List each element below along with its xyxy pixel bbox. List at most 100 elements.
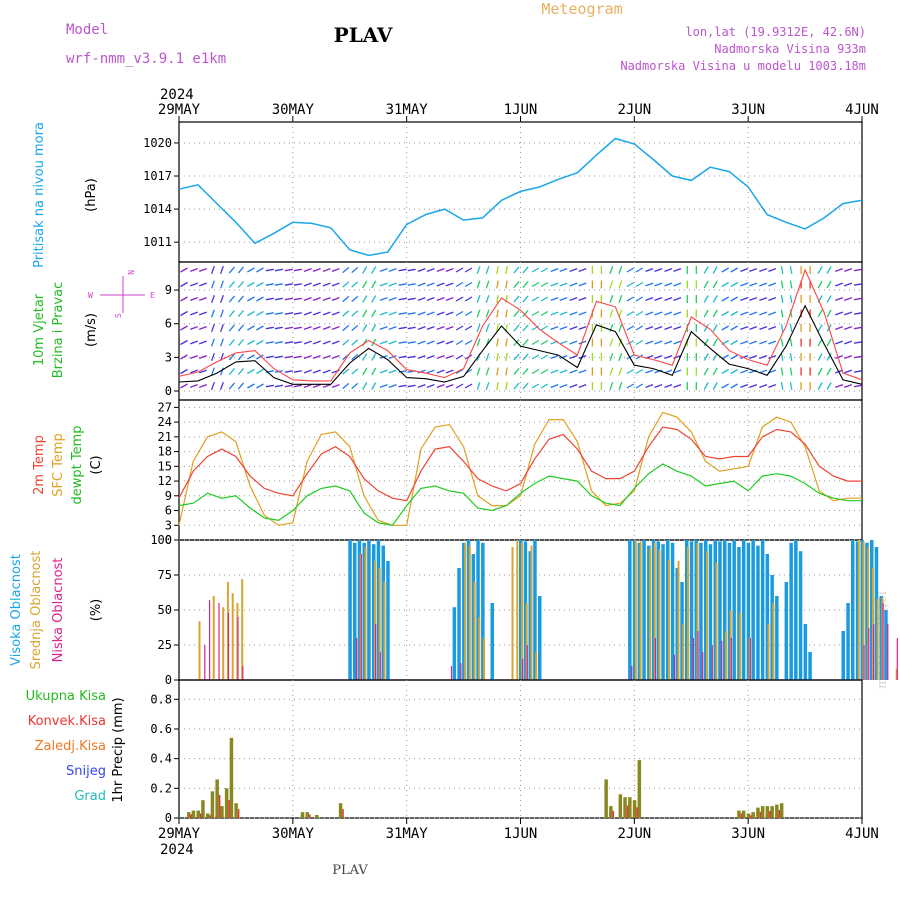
wind-arrow: [180, 325, 188, 331]
wind-arrow: [712, 266, 718, 274]
wind-arrow: [844, 267, 853, 273]
wind-arrow: [342, 339, 350, 346]
low-cloud-bar: [356, 638, 358, 680]
conv-precip-bar: [342, 809, 344, 818]
wind-arrow: [817, 266, 823, 274]
pressure-label: Pritisak na nivou mora: [32, 122, 47, 268]
wind-arrow: [476, 323, 481, 333]
wind-arrow: [219, 323, 224, 333]
footer-station: PLAV: [332, 863, 368, 878]
wind-arrow: [578, 325, 587, 331]
wind-arrow: [351, 266, 359, 274]
wind-arrow: [789, 381, 793, 391]
high-cloud-bar: [803, 624, 808, 680]
wind-arrow: [455, 325, 464, 331]
wind-arrow: [274, 326, 283, 330]
wind-arrow: [351, 295, 359, 303]
wind-arrow: [550, 325, 559, 331]
time-axis-labels: 29MAY 29MAY 30MAY 30MAY 31MAY 31MAY 1JUN 1JUN 2J…: [158, 102, 879, 842]
precip-ytick-label: 0.4: [150, 752, 172, 766]
wind-arrow: [835, 311, 844, 316]
wind-arrow: [379, 267, 388, 273]
wind-arrow: [730, 281, 739, 288]
wind-arrow: [436, 340, 445, 345]
wind-arrow: [826, 338, 832, 347]
wind-arrow: [559, 383, 568, 389]
wind-arrow: [371, 324, 377, 332]
legend-conv-precip: Konvek.Kisa: [28, 714, 106, 729]
wind-arrow: [540, 325, 549, 331]
time-label-top: 29MAY: [158, 102, 201, 118]
wind-arrow: [476, 309, 481, 318]
wind-arrow: [789, 309, 793, 318]
wind-arrow: [455, 267, 464, 273]
low-cloud-bar: [697, 631, 699, 680]
wind-arrow: [721, 296, 730, 302]
wind-arrow: [609, 338, 614, 347]
wind-arrow: [522, 353, 529, 361]
wind-arrow: [455, 339, 464, 346]
wind-arrow: [247, 383, 255, 389]
wind-arrow: [768, 282, 777, 287]
wind-arrow: [721, 325, 730, 331]
wind-arrow: [351, 382, 359, 390]
high-cloud-bar: [490, 603, 494, 680]
wind-ytick-label: 6: [165, 317, 172, 331]
wind-arrow: [768, 383, 777, 389]
precip-unit: 1hr Precip (mm): [111, 697, 126, 802]
wind-arrow: [496, 323, 499, 333]
conv-precip-bar: [769, 810, 771, 818]
wind-arrow: [780, 309, 784, 318]
wind-arrow: [759, 311, 768, 316]
wind-arrow: [312, 383, 321, 389]
wind-arrow: [496, 265, 499, 275]
low-cloud-bar: [450, 666, 453, 680]
mid-cloud-bar: [687, 547, 689, 680]
mid-cloud-bar: [464, 542, 467, 680]
wind-arrow: [312, 369, 321, 374]
wind-arrow: [730, 296, 739, 302]
wind-arrow: [780, 265, 784, 275]
wind-arrow: [210, 381, 215, 391]
wind-arrow: [721, 310, 730, 317]
legend-graupel: Grad: [74, 789, 106, 804]
wind-arrow: [789, 367, 793, 376]
precip-bar: [187, 812, 191, 818]
precip-bar: [609, 806, 613, 818]
wind-arrow: [540, 296, 549, 302]
mid-cloud-bar: [374, 561, 376, 680]
wind-arrow: [654, 325, 663, 331]
wind-arrow: [654, 354, 663, 360]
wind-arrow: [228, 266, 235, 274]
wind-arrow: [379, 282, 388, 287]
wind-arrow: [256, 296, 264, 302]
low-cloud-bar: [227, 612, 230, 680]
wind-arrow: [712, 338, 718, 347]
wind-arrow: [844, 369, 853, 374]
wind-arrow: [312, 267, 321, 273]
wind-arrow: [673, 296, 682, 302]
wind-arrow: [835, 267, 844, 273]
mid-cloud-bar: [511, 547, 514, 680]
wind-arrow: [180, 383, 188, 389]
low-cloud-bar: [526, 645, 528, 680]
wind-arrow: [371, 295, 377, 303]
wind-arrow: [645, 311, 654, 316]
wind-arrow: [228, 382, 235, 390]
wind-arrow: [198, 369, 207, 374]
cloud-ytick-label: 0: [165, 673, 172, 687]
wind-arrow: [371, 309, 377, 318]
wind-arrow: [189, 267, 198, 273]
mid-cloud-bar: [876, 598, 879, 680]
wind-arrow: [540, 383, 549, 389]
wind-arrow: [398, 355, 407, 359]
wind-arrow: [654, 282, 663, 287]
mid-cloud-bar: [715, 562, 718, 680]
high-cloud-bar: [874, 547, 879, 680]
wind-arrow: [455, 310, 464, 317]
wind-arrow: [730, 354, 739, 360]
wind-arrow: [256, 267, 264, 273]
wind-arrow: [496, 294, 499, 304]
wind-arrow: [569, 354, 578, 360]
high-cloud-bar: [656, 541, 660, 680]
